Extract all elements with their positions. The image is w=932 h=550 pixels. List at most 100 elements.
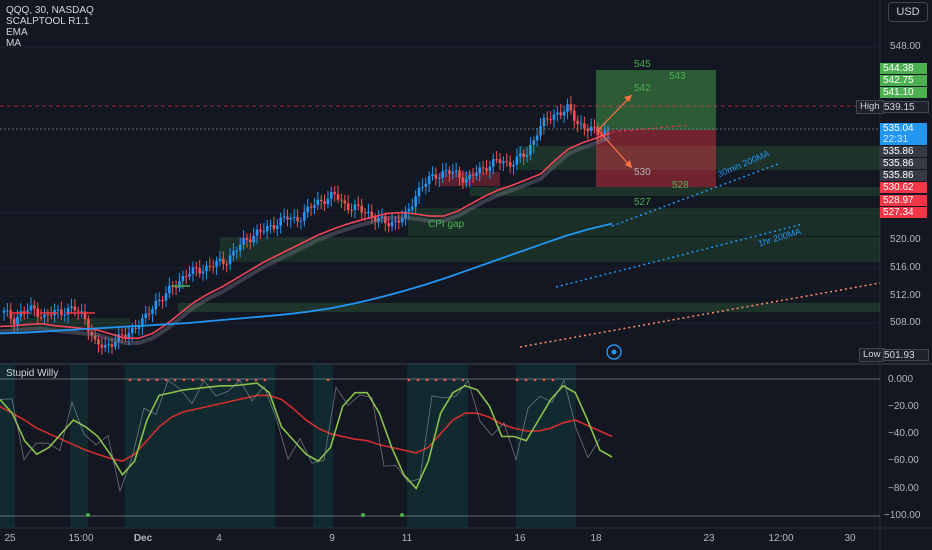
osc-top-dot <box>425 378 429 382</box>
candle-body <box>417 187 421 197</box>
candle-body <box>377 217 380 222</box>
candle-body <box>211 266 215 268</box>
osc-bottom-dot <box>400 513 404 517</box>
x-tick-label: 16 <box>514 533 526 544</box>
osc-main-line <box>0 382 613 490</box>
candle-body <box>124 335 127 339</box>
candle-body <box>218 258 222 261</box>
candle-body <box>370 211 374 218</box>
candle-body <box>299 220 303 222</box>
candle-body <box>421 186 424 188</box>
candle-body <box>6 310 9 312</box>
currency-button[interactable]: USD <box>888 2 928 22</box>
ema-band <box>0 136 611 345</box>
candle-body <box>562 111 566 116</box>
candle-body <box>340 199 343 201</box>
candle-body <box>461 177 465 183</box>
candle-body <box>76 310 80 312</box>
symbol-title: QQQ, 30, NASDAQ <box>6 5 94 16</box>
y-tick-label: 516.00 <box>890 262 921 273</box>
osc-top-dot <box>542 378 546 382</box>
candle-body <box>63 314 67 316</box>
candle-body <box>404 211 407 218</box>
countdown-tag: 22:31 <box>880 134 927 145</box>
candle-body <box>19 311 23 317</box>
green-level-tag: 544.38 <box>880 63 927 74</box>
candle-body <box>43 314 46 318</box>
candle-body <box>46 314 50 316</box>
candle-body <box>93 335 97 340</box>
target-label: 543 <box>669 71 686 82</box>
candle-body <box>269 225 272 227</box>
candle-body <box>343 200 347 204</box>
osc-top-dot <box>155 378 159 382</box>
candle-body <box>134 327 137 329</box>
candle-body <box>485 167 488 172</box>
candle-body <box>313 205 316 208</box>
candle-body <box>127 333 131 339</box>
osc-top-dot <box>182 378 186 382</box>
zone-box <box>470 187 880 196</box>
candle-body <box>427 176 431 184</box>
candle-body <box>33 305 36 309</box>
candle-body <box>566 104 569 112</box>
candle-body <box>407 209 411 212</box>
osc-zone <box>125 365 275 528</box>
candle-body <box>552 114 556 120</box>
osc-top-dot <box>209 378 213 382</box>
osc-top-dot <box>137 378 141 382</box>
high-price-tag: 539.15 <box>880 101 929 113</box>
osc-top-dot <box>227 378 231 382</box>
candle-body <box>296 216 299 222</box>
candle-body <box>434 174 438 179</box>
candle-body <box>451 171 455 174</box>
candle-body <box>319 199 323 202</box>
oscillator-title: Stupid Willy <box>6 368 59 379</box>
candle-body <box>549 119 552 121</box>
arrow-up <box>597 94 633 131</box>
candle-body <box>444 170 448 172</box>
candle-body <box>272 225 276 229</box>
arrow-down <box>597 129 633 169</box>
candle-body <box>464 179 468 183</box>
candle-body <box>49 314 53 316</box>
osc-top-dot <box>245 378 249 382</box>
candle-body <box>556 112 559 115</box>
candle-body <box>137 326 141 329</box>
osc-zone <box>407 365 468 528</box>
candle-body <box>357 204 360 206</box>
candle-body <box>168 285 171 294</box>
candle-body <box>410 206 414 210</box>
candle-body <box>542 118 546 127</box>
osc-top-dot <box>146 378 150 382</box>
candle-body <box>208 265 212 267</box>
candle-body <box>103 345 107 348</box>
target-label: 528 <box>672 180 689 191</box>
candle-body <box>603 130 606 136</box>
green-level-tag: 542.75 <box>880 75 927 86</box>
candle-body <box>326 198 330 205</box>
osc-top-dot <box>416 378 420 382</box>
osc-tick-label: −100.00 <box>884 510 921 521</box>
candle-body <box>336 194 340 200</box>
candle-body <box>164 293 168 301</box>
candle-body <box>323 201 326 205</box>
candle-body <box>39 317 43 319</box>
red-level-tag: 530.62 <box>880 182 927 193</box>
candle-body <box>36 308 40 318</box>
ma200-line <box>0 222 613 335</box>
x-tick-label: 11 <box>401 533 413 544</box>
candle-body <box>279 217 282 226</box>
candle-body <box>100 344 104 348</box>
osc-zone <box>516 365 576 528</box>
indicator-scalptool: SCALPTOOL R1.1 <box>6 16 90 27</box>
candle-body <box>141 318 144 327</box>
candle-body <box>26 310 29 312</box>
candle-body <box>188 273 191 277</box>
zone-box <box>408 208 880 236</box>
candle-body <box>157 300 161 302</box>
profit-box <box>596 70 716 130</box>
candle-body <box>495 159 498 161</box>
candle-body <box>309 206 313 208</box>
